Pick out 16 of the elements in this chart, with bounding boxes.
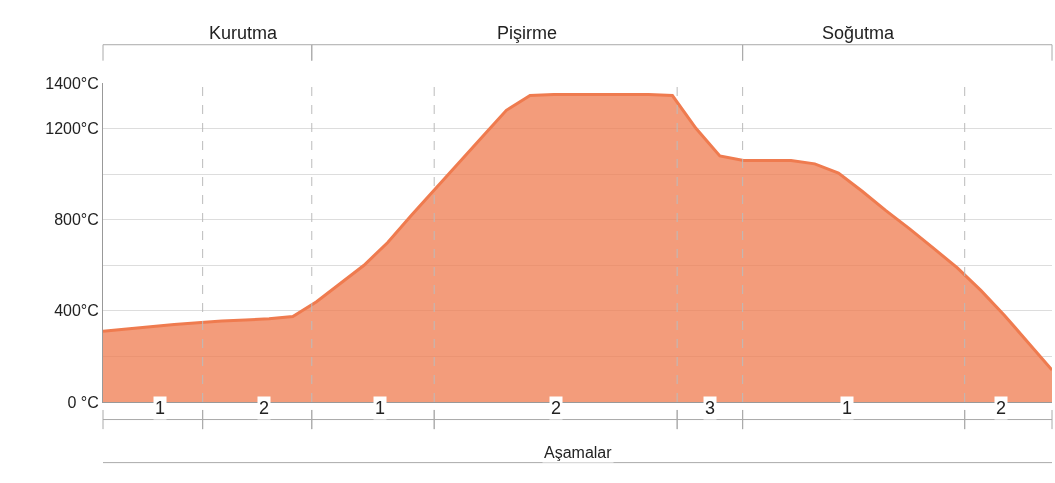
text: Soğutma [822, 23, 896, 43]
y-tick-label: 800°C [54, 211, 99, 229]
y-tick-label: 1200°C [45, 120, 99, 138]
annotation: 1 [842, 398, 853, 418]
y-tick-label: 1400°C [45, 74, 99, 92]
annotation: 1 [375, 398, 386, 418]
y-tick-label: 400°C [54, 302, 99, 320]
text: Pişirme [497, 23, 558, 43]
annotation: 2 [259, 398, 270, 418]
text: Kurutma [209, 23, 279, 43]
y-tick-label: 0 °C [67, 393, 99, 411]
x-axis-title: Aşamalar [544, 444, 613, 461]
annotation: 2 [996, 398, 1007, 418]
annotation: 3 [705, 398, 716, 418]
annotation: 1 [155, 398, 166, 418]
annotation: 2 [551, 398, 562, 418]
